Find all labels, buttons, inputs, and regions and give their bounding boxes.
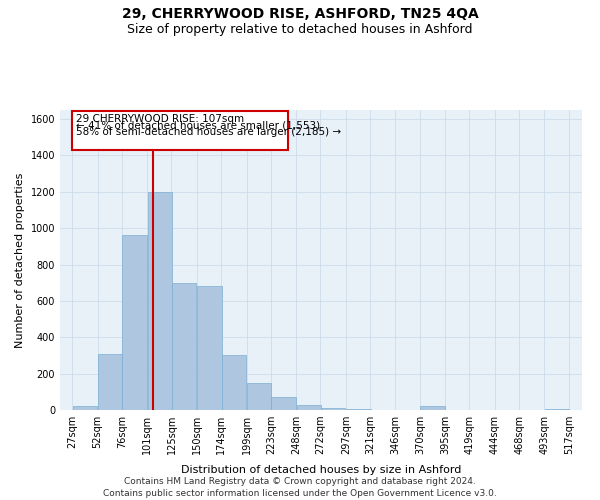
Bar (346, 409, 371, 410)
Text: ← 41% of detached houses are smaller (1,553): ← 41% of detached houses are smaller (1,… (76, 120, 320, 130)
Bar (271, 398, 296, 410)
Bar (172, 282, 196, 410)
Text: Distribution of detached houses by size in Ashford: Distribution of detached houses by size … (181, 465, 461, 475)
Bar (98, 354, 122, 410)
Bar (148, 192, 172, 410)
Bar (321, 408, 346, 410)
Bar (122, 236, 147, 410)
FancyBboxPatch shape (72, 111, 288, 150)
Bar (296, 406, 321, 410)
Bar (73, 406, 97, 410)
Bar (247, 382, 271, 410)
Bar (197, 286, 222, 410)
Text: 58% of semi-detached houses are larger (2,185) →: 58% of semi-detached houses are larger (… (76, 126, 341, 136)
Text: 29 CHERRYWOOD RISE: 107sqm: 29 CHERRYWOOD RISE: 107sqm (76, 114, 244, 124)
Bar (420, 406, 445, 410)
Bar (545, 409, 569, 410)
Y-axis label: Number of detached properties: Number of detached properties (15, 172, 25, 348)
Text: Size of property relative to detached houses in Ashford: Size of property relative to detached ho… (127, 22, 473, 36)
Text: Contains HM Land Registry data © Crown copyright and database right 2024.
Contai: Contains HM Land Registry data © Crown c… (103, 476, 497, 498)
Bar (221, 356, 246, 410)
Text: 29, CHERRYWOOD RISE, ASHFORD, TN25 4QA: 29, CHERRYWOOD RISE, ASHFORD, TN25 4QA (122, 8, 478, 22)
